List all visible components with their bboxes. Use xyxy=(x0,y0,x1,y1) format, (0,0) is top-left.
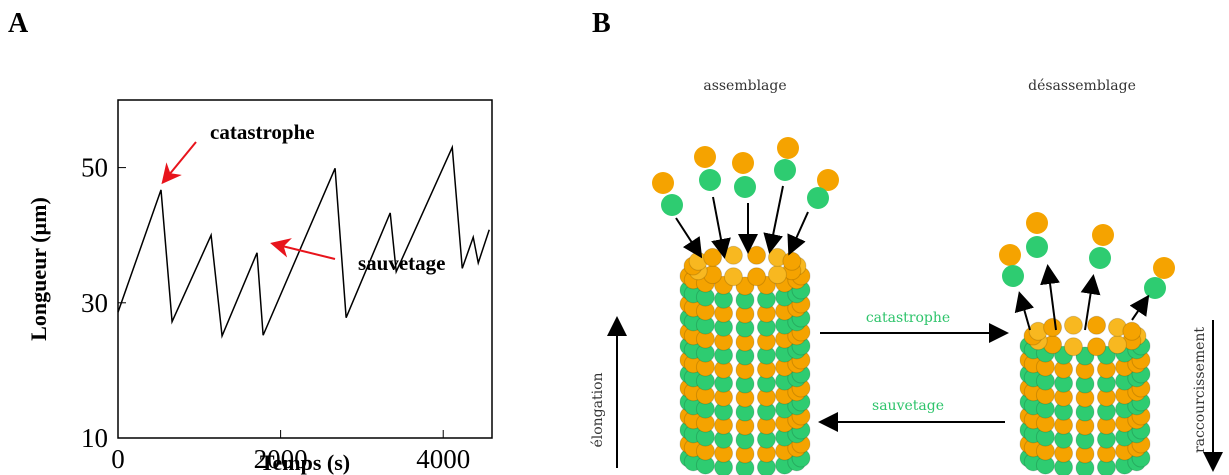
tubulin xyxy=(1026,212,1048,234)
tubulin xyxy=(747,245,767,265)
chart: 0 2000 4000 10 30 50 Temps (s) Longueur (µm) cat… xyxy=(26,99,493,475)
label: sauvetage xyxy=(872,398,944,414)
tubulin xyxy=(1026,236,1048,258)
tubulin xyxy=(1144,277,1166,299)
tubulin xyxy=(723,245,743,265)
annotation: sauvetage xyxy=(358,251,446,275)
tubulin xyxy=(807,187,829,209)
tubulin xyxy=(1089,247,1111,269)
tubulin xyxy=(661,194,683,216)
label: élongation xyxy=(590,372,606,447)
tubulin xyxy=(732,152,754,174)
tubulin xyxy=(767,265,787,285)
tubulin xyxy=(747,267,767,287)
label: catastrophe xyxy=(866,310,950,326)
y-tick-label: 30 xyxy=(81,288,108,318)
tubulin xyxy=(999,244,1021,266)
tubulin xyxy=(777,137,799,159)
tubulin xyxy=(817,169,839,191)
annotation-arrow xyxy=(270,238,336,260)
label: assemblage xyxy=(703,78,786,94)
arrow xyxy=(711,196,731,259)
label: désassemblage xyxy=(1028,78,1136,94)
y-tick-label: 10 xyxy=(81,423,108,453)
tubulin xyxy=(723,267,743,287)
y-tick-label: 50 xyxy=(81,153,108,183)
tubulin xyxy=(1063,315,1083,335)
tubulin xyxy=(774,159,796,181)
tubulin xyxy=(1002,265,1024,287)
x-tick-label: 0 xyxy=(111,444,125,474)
data-line xyxy=(117,144,490,339)
diagram: assemblage désassemblage catastrophe sau… xyxy=(590,78,1223,475)
annotation: catastrophe xyxy=(210,120,315,144)
arrow xyxy=(675,217,703,259)
arrow xyxy=(1040,264,1060,331)
tubulin xyxy=(734,176,756,198)
tubulin xyxy=(1087,337,1107,357)
tubulin xyxy=(1087,315,1107,335)
tubulin xyxy=(1107,335,1127,355)
tubulin xyxy=(694,146,716,168)
x-axis-label: Temps (s) xyxy=(260,450,350,475)
arrow xyxy=(1080,274,1101,331)
panel-label: B xyxy=(592,8,611,39)
tubulin xyxy=(1092,224,1114,246)
x-tick-label: 4000 xyxy=(416,444,470,474)
arrow xyxy=(787,211,809,256)
arrow xyxy=(1129,294,1150,321)
tubulin xyxy=(1063,337,1083,357)
tubulin xyxy=(1153,257,1175,279)
label: raccourcissement xyxy=(1192,327,1208,453)
arrow xyxy=(763,185,784,254)
y-axis-label: Longueur (µm) xyxy=(26,197,51,341)
tubulin xyxy=(782,251,802,271)
x-tick-label: 2000 xyxy=(254,444,308,474)
tubulin xyxy=(652,172,674,194)
panel-label: A xyxy=(8,8,29,39)
plot-frame xyxy=(117,99,493,439)
annotation-arrow xyxy=(161,141,197,185)
arrow xyxy=(1014,291,1035,331)
tubulin xyxy=(1043,317,1063,337)
tubulin xyxy=(1122,321,1142,341)
tubulin xyxy=(699,169,721,191)
tubulin xyxy=(703,247,723,267)
